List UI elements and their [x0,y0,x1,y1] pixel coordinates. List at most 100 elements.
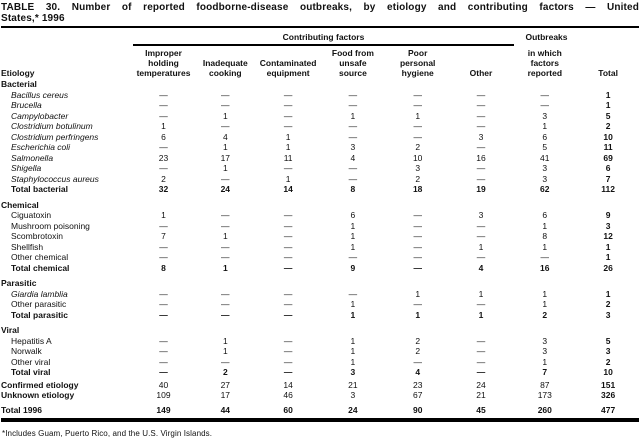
cell-value: — [159,142,168,153]
cell-value: — [348,173,358,184]
contributing-factors-label: Contributing factors [282,32,365,42]
column-header: Improper holding temperatures [133,48,195,78]
cell-value: — [283,299,293,310]
table-title-line2: States,* 1996 [1,13,65,24]
cell-value: 4 [478,262,484,273]
column-header-line: reported [527,68,563,78]
column-header-line: holding [148,58,179,68]
cell-value: — [159,252,168,263]
column-header: Other [450,68,513,78]
cell-value: 1 [605,89,611,100]
cell-value: 1 [161,210,166,221]
cell-value: 1 [478,241,484,252]
cell-value: 6 [605,163,611,174]
cell-value: 2 [605,121,611,132]
cell-value: 1 [350,346,356,357]
table-row: Shellfish — — — 1 — 1 1 1 [1,242,639,253]
cell-value: 17 [220,390,231,401]
column-header-line: Other [469,68,493,78]
row-label: Scombrotoxin [11,231,63,242]
cell-value: 10 [412,152,423,163]
cell-value: 11 [603,142,613,153]
grand-total-row: Total 1996 149 44 60 24 90 45 260 477 [1,405,639,416]
cell-value: 26 [603,262,613,273]
cell-value: — [476,367,486,378]
cell-value: 9 [605,210,611,221]
cell-value: — [221,121,230,132]
cell-value: — [283,346,293,357]
table-row: Escherichia coli —1 1 3 2—5 11 [1,142,639,153]
column-header: in which factors reported [512,48,577,78]
cell-value: 46 [283,390,293,401]
column-header: Contaminated equipment [256,58,320,78]
cell-value: — [283,163,293,174]
cell-value: 1 [161,121,166,132]
cell-value: 3 [542,173,548,184]
cell-value: — [283,309,293,320]
column-header-line: Food from [331,48,374,58]
cell-value: 1 [415,110,421,121]
cell-value: — [413,131,422,142]
cell-value: — [283,89,293,100]
cell-value: — [348,100,358,111]
table-row: Hepatitis A — 1 — 1 2 — 3 5 [1,336,639,347]
column-header-line: Total [598,68,618,78]
row-label: Mushroom poisoning [11,220,90,231]
table-section: Bacterial Bacillus cereus — — — — — — —1 Brucella… [1,79,639,195]
cell-value: 151 [601,379,616,390]
cell-value: 2 [415,142,421,153]
cell-value: — [283,335,293,346]
cell-value: 3 [350,390,356,401]
table-row: Shigella — 1 — — 3 — 3 6 [1,163,639,174]
cell-value: 24 [348,404,358,415]
cell-value: — [413,121,422,132]
cell-value: 3 [605,220,611,231]
cell-value: — [476,100,486,111]
contributing-factors-rule [133,43,514,46]
cell-value: 3 [605,346,611,357]
cell-value: 32 [158,184,169,195]
cell-value: — [159,241,168,252]
cell-value: — [476,220,486,231]
cell-value: 1 [222,346,228,357]
cell-value: 69 [603,152,613,163]
cell-value: — [221,241,230,252]
table-row: Total viral — 2 — 3 4 — 7 10 [1,367,639,378]
table-row: Clostridium perfringens 6 4 1 — — 3 6 10 [1,132,639,143]
cell-value: 2 [415,173,421,184]
cell-value: — [348,89,358,100]
cell-value: 1 [542,220,548,231]
column-header-line: Inadequate [202,58,248,68]
cell-value: — [159,356,168,367]
column-header-line: Contaminated [259,58,317,68]
cell-value: — [348,288,358,299]
cell-value: 1 [222,262,228,273]
cell-value: 2 [542,309,548,320]
cell-value: 67 [412,390,423,401]
cell-value: 1 [415,309,421,320]
cell-value: — [283,252,293,263]
cell-value: 1 [350,299,356,310]
table-row: Mushroom poisoning — — — 1 — — 1 3 [1,221,639,232]
cell-value: 5 [605,110,611,121]
cell-value: 6 [350,210,356,221]
cell-value: 1 [222,231,228,242]
cell-value: 19 [476,184,486,195]
table-title-line1: TABLE 30. Number of reported foodborne-d… [1,2,639,13]
table-row: Giardia lamblia — — — — 1 1 1 1 [1,289,639,300]
cell-value: 1 [350,241,356,252]
cell-value: 260 [537,404,552,415]
cell-value: 3 [350,367,356,378]
outbreaks-header-label: Outbreaks [525,32,568,42]
cell-value: 1 [285,173,291,184]
cell-value: 2 [415,335,421,346]
cell-value: 16 [476,152,486,163]
cell-value: — [413,210,422,221]
cell-value: 2 [222,367,228,378]
cell-value: 62 [540,184,550,195]
cell-value: — [348,163,358,174]
cell-value: 1 [605,288,611,299]
cell-value: — [221,210,230,221]
cell-value: — [283,241,293,252]
row-label: Total parasitic [11,309,68,320]
